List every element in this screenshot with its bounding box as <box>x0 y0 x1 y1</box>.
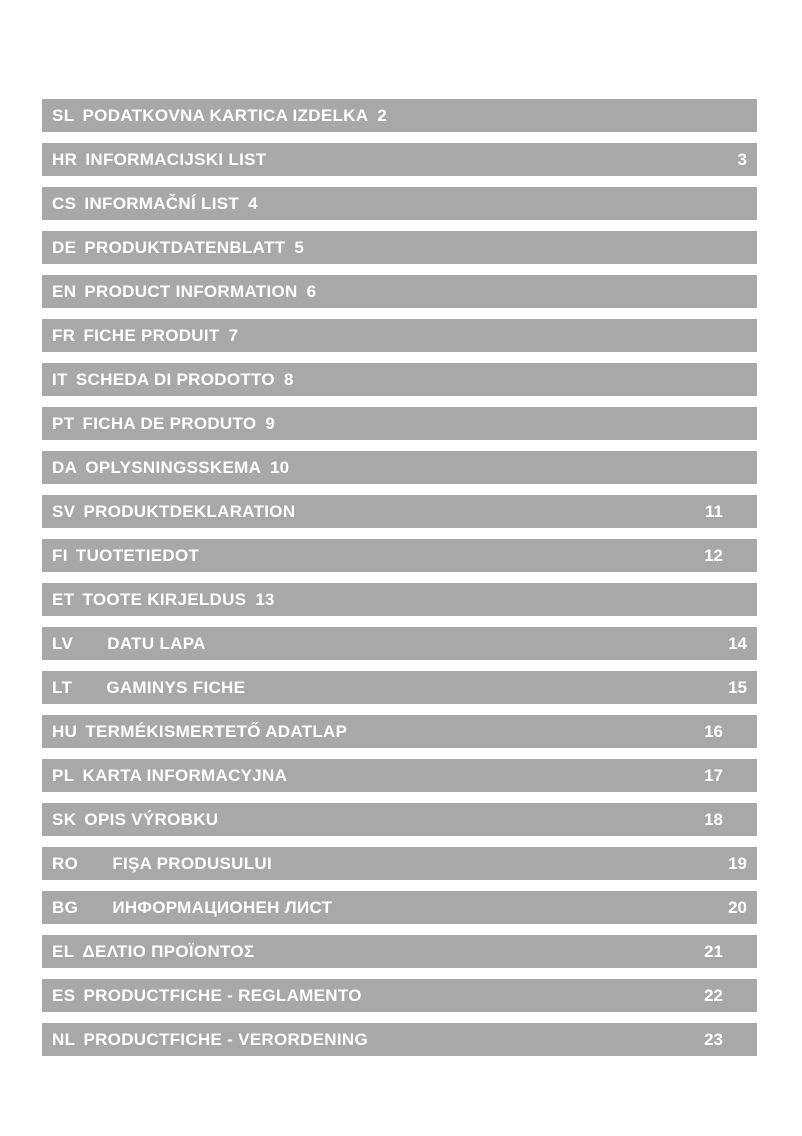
toc-entry-title: OPLYSNINGSSKEMA <box>85 457 262 477</box>
toc-row[interactable]: EN PRODUCT INFORMATION 6 <box>42 275 757 308</box>
toc-row[interactable]: HR INFORMACIJSKI LIST 3 <box>42 143 757 176</box>
toc-row[interactable]: DA OPLYSNINGSSKEMA 10 <box>42 451 757 484</box>
toc-page-number: 11 <box>705 501 723 521</box>
toc-row[interactable]: IT SCHEDA DI PRODOTTO 8 <box>42 363 757 396</box>
toc-entry-title: INFORMAČNÍ LIST <box>84 193 240 213</box>
toc-entry-title: PRODUCTFICHE - VERORDENING <box>83 1029 368 1049</box>
toc-entry-title: PRODUKTDATENBLATT <box>84 237 286 257</box>
language-code: EL <box>52 941 75 961</box>
language-code: EN <box>52 281 77 301</box>
toc-row[interactable]: LV DATU LAPA 14 <box>42 627 757 660</box>
table-of-contents: SL PODATKOVNA KARTICA IZDELKA 2 HR INFORMACI… <box>42 99 757 1067</box>
language-code: HR <box>52 149 78 169</box>
toc-page-number: 17 <box>704 765 723 785</box>
toc-row[interactable]: SL PODATKOVNA KARTICA IZDELKA 2 <box>42 99 757 132</box>
toc-page-number: 16 <box>704 721 723 741</box>
language-code: FR <box>52 325 76 345</box>
toc-page-number: 6 <box>306 281 317 301</box>
toc-page-number: 8 <box>283 369 294 389</box>
toc-row[interactable]: PL KARTA INFORMACYJNA 17 <box>42 759 757 792</box>
toc-page-number: 5 <box>294 237 304 257</box>
toc-page-number: 7 <box>228 325 239 345</box>
language-code: ES <box>52 985 76 1005</box>
toc-entry-title: SCHEDA DI PRODOTTO <box>75 369 275 389</box>
toc-entry-title: PRODUCT INFORMATION <box>84 281 298 301</box>
toc-entry-title: FICHE PRODUIT <box>83 325 220 345</box>
toc-entry-title: PODATKOVNA KARTICA IZDELKA <box>82 105 369 125</box>
language-code: NL <box>52 1029 76 1049</box>
toc-page-number: 10 <box>270 457 290 477</box>
toc-row[interactable]: NL PRODUCTFICHE - VERORDENING 23 <box>42 1023 757 1056</box>
toc-row[interactable]: PT FICHA DE PRODUTO 9 <box>42 407 757 440</box>
toc-entry-title: OPIS VÝROBKU <box>84 809 219 829</box>
toc-entry-title: INFORMACIJSKI LIST <box>85 149 267 169</box>
toc-row[interactable]: FR FICHE PRODUIT 7 <box>42 319 757 352</box>
language-code: BG <box>52 897 79 917</box>
toc-page-number: 22 <box>704 985 723 1005</box>
toc-page-number: 23 <box>704 1029 723 1049</box>
toc-page-number: 12 <box>704 545 723 565</box>
toc-page-number: 21 <box>704 941 723 961</box>
toc-row[interactable]: LT GAMINYS FICHE 15 <box>42 671 757 704</box>
toc-entry-title: FICHA DE PRODUTO <box>82 413 257 433</box>
toc-row[interactable]: CS INFORMAČNÍ LIST 4 <box>42 187 757 220</box>
toc-row[interactable]: DE PRODUKTDATENBLATT 5 <box>42 231 757 264</box>
toc-entry-title: TERMÉKISMERTETŐ ADATLAP <box>85 721 348 741</box>
toc-row[interactable]: BG ИНФОРМАЦИОНЕН ЛИСТ 20 <box>42 891 757 924</box>
toc-entry-title: TOOTE KIRJELDUS <box>82 589 247 609</box>
language-code: DE <box>52 237 77 257</box>
toc-page-number: 9 <box>265 413 275 433</box>
language-code: LV <box>52 633 74 653</box>
toc-row[interactable]: ES PRODUCTFICHE - REGLAMENTO 22 <box>42 979 757 1012</box>
toc-page-number: 18 <box>704 809 723 829</box>
toc-page-number: 19 <box>728 853 747 873</box>
language-code: SL <box>52 105 75 125</box>
toc-row[interactable]: SK OPIS VÝROBKU 18 <box>42 803 757 836</box>
toc-row[interactable]: FI TUOTETIEDOT 12 <box>42 539 757 572</box>
toc-row[interactable]: HU TERMÉKISMERTETŐ ADATLAP 16 <box>42 715 757 748</box>
language-code: SK <box>52 809 77 829</box>
toc-entry-title: DATU LAPA <box>107 633 206 653</box>
language-code: FI <box>52 545 68 565</box>
toc-page-number: 2 <box>377 105 387 125</box>
toc-entry-title: PRODUKTDEKLARATION <box>83 501 296 521</box>
language-code: HU <box>52 721 78 741</box>
language-code: PT <box>52 413 75 433</box>
toc-page-number: 3 <box>737 149 747 169</box>
toc-page-number: 15 <box>728 677 747 697</box>
language-code: LT <box>52 677 73 697</box>
language-code: DA <box>52 457 78 477</box>
toc-row[interactable]: SV PRODUKTDEKLARATION 11 <box>42 495 757 528</box>
toc-row[interactable]: EL ΔΕΛΤΙΟ ΠΡΟΪΟΝΤΟΣ 21 <box>42 935 757 968</box>
toc-entry-title: GAMINYS FICHE <box>106 677 246 697</box>
toc-entry-title: KARTA INFORMACYJNA <box>82 765 288 785</box>
language-code: IT <box>52 369 68 389</box>
language-code: SV <box>52 501 76 521</box>
toc-row[interactable]: ET TOOTE KIRJELDUS 13 <box>42 583 757 616</box>
toc-entry-title: PRODUCTFICHE - REGLAMENTO <box>83 985 362 1005</box>
toc-entry-title: ΔΕΛΤΙΟ ΠΡΟΪΟΝΤΟΣ <box>82 941 255 961</box>
language-code: CS <box>52 193 77 213</box>
toc-page-number: 4 <box>248 193 258 213</box>
toc-entry-title: TUOTETIEDOT <box>75 545 200 565</box>
language-code: PL <box>52 765 75 785</box>
language-code: RO <box>52 853 79 873</box>
toc-entry-title: ИНФОРМАЦИОНЕН ЛИСТ <box>112 897 333 917</box>
toc-page-number: 13 <box>255 589 275 609</box>
toc-page-number: 14 <box>728 633 747 653</box>
toc-page-number: 20 <box>728 897 747 917</box>
language-code: ET <box>52 589 75 609</box>
toc-entry-title: FIŞA PRODUSULUI <box>112 853 273 873</box>
toc-row[interactable]: RO FIŞA PRODUSULUI 19 <box>42 847 757 880</box>
